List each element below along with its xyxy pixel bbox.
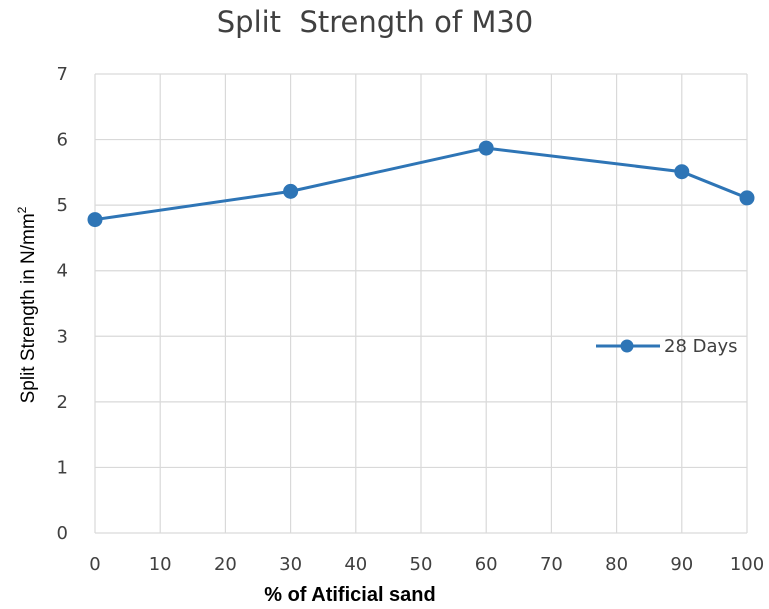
data-point bbox=[674, 164, 690, 180]
grid bbox=[94, 73, 748, 534]
tick-labels: 0 10 20 30 40 50 60 70 80 90 100 0 1 2 3 4 5 6 7 bbox=[57, 64, 765, 575]
chart-title: Split Strength of M30 bbox=[217, 5, 534, 39]
data-point bbox=[478, 140, 494, 156]
y-axis-label-text: Split Strength in N/mm bbox=[18, 213, 39, 403]
x-tick-label: 70 bbox=[540, 554, 563, 575]
x-tick-label: 80 bbox=[605, 554, 628, 575]
data-point bbox=[87, 212, 103, 228]
y-tick-label: 2 bbox=[57, 392, 68, 413]
x-tick-label: 20 bbox=[214, 554, 237, 575]
x-tick-label: 100 bbox=[730, 554, 764, 575]
y-tick-label: 5 bbox=[57, 195, 68, 216]
y-tick-label: 7 bbox=[57, 64, 68, 85]
y-axis-label-superscript: 2 bbox=[15, 206, 29, 213]
data-point bbox=[283, 183, 299, 199]
x-axis-label: % of Atificial sand bbox=[264, 584, 436, 606]
legend: 28 Days bbox=[596, 336, 738, 357]
y-tick-label: 6 bbox=[57, 130, 68, 151]
y-axis-label: Split Strength in N/mm2 bbox=[15, 206, 39, 403]
x-tick-label: 60 bbox=[475, 554, 498, 575]
x-tick-label: 30 bbox=[279, 554, 302, 575]
legend-marker bbox=[620, 339, 634, 353]
x-tick-label: 40 bbox=[344, 554, 367, 575]
x-tick-label: 0 bbox=[89, 554, 100, 575]
legend-label: 28 Days bbox=[664, 336, 738, 357]
y-tick-label: 3 bbox=[57, 326, 68, 347]
y-tick-label: 1 bbox=[57, 457, 68, 478]
x-tick-label: 90 bbox=[670, 554, 693, 575]
x-tick-label: 10 bbox=[149, 554, 172, 575]
x-tick-label: 50 bbox=[410, 554, 433, 575]
y-tick-label: 0 bbox=[57, 523, 68, 544]
series bbox=[87, 140, 755, 228]
y-tick-label: 4 bbox=[57, 261, 68, 282]
data-point bbox=[739, 190, 755, 206]
